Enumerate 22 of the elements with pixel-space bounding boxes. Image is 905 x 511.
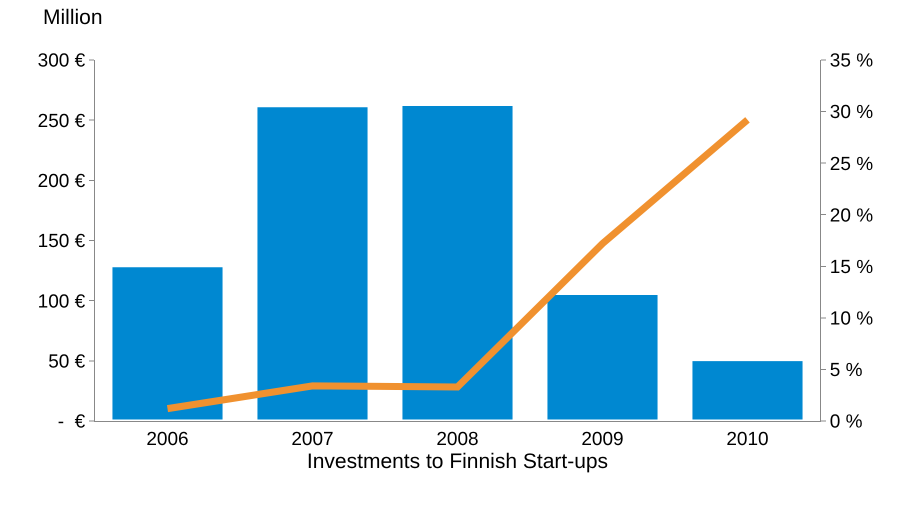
y-tick-label: 150 €: [38, 231, 86, 252]
y-tick-label: 100 €: [38, 291, 86, 312]
y2-tick-label: 25 %: [830, 154, 874, 175]
x-tick-label: 2010: [726, 428, 769, 450]
text: Investments to Finnish Start-ups: [306, 450, 608, 473]
x-tick-label: 2008: [436, 428, 479, 450]
y2-tick-label: 30 %: [830, 102, 874, 124]
y2-tick-label: 0 %: [830, 412, 863, 433]
x-tick-label: 2006: [146, 428, 189, 450]
y-tick-label: 250 €: [38, 110, 86, 132]
y2-tick-label: 35 %: [830, 50, 874, 72]
y-tick-label: - €: [58, 412, 86, 433]
y2-tick-label: 15 %: [830, 256, 874, 278]
y-axis-title: Million: [43, 6, 103, 29]
y2-tick-label: 5 %: [830, 360, 863, 382]
y-tick-label: 200 €: [38, 170, 86, 192]
y2-tick-label: 20 %: [830, 205, 874, 226]
y-tick-label: 50 €: [48, 351, 86, 372]
x-tick-label: 2009: [581, 428, 624, 450]
y2-tick-label: 10 %: [830, 308, 874, 330]
y-tick-label: 300 €: [38, 50, 86, 72]
x-tick-label: 2007: [291, 428, 334, 450]
